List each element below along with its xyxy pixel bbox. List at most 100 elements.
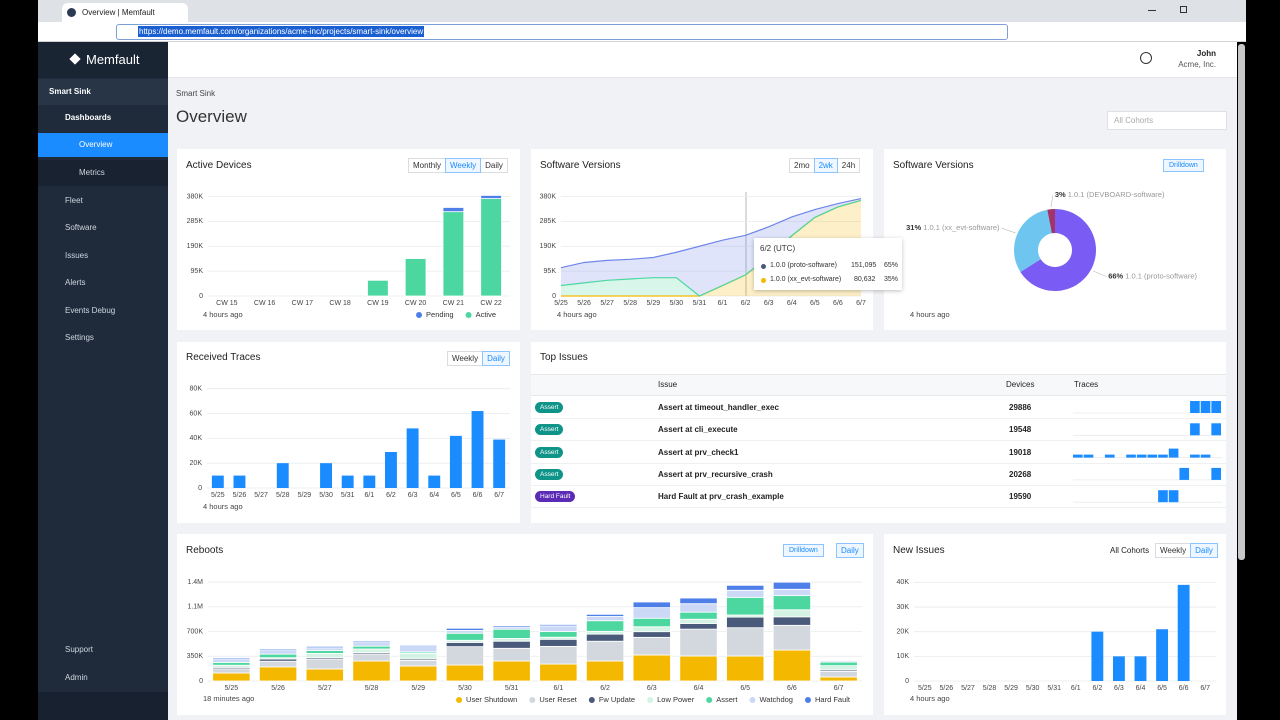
bar [428, 476, 440, 488]
x-tick-label: 6/3 [764, 300, 774, 307]
tooltip-value: 80,632 [854, 276, 875, 283]
slice-value: 31% [906, 223, 921, 232]
y-tick-label: 380K [540, 193, 557, 200]
y-tick-label: 10K [897, 653, 910, 660]
y-tick-label: 95K [191, 268, 204, 275]
bar [306, 646, 343, 647]
bar [481, 199, 502, 296]
x-tick-label: 6/4 [787, 300, 797, 307]
trace-bar [1190, 401, 1200, 413]
bar [400, 653, 437, 659]
y-tick-label: 60K [190, 410, 203, 417]
tooltip-share: 65% [884, 262, 898, 269]
bar [353, 641, 390, 642]
x-tick-label: CW 19 [367, 300, 389, 307]
bar [1113, 656, 1125, 681]
bar [540, 626, 577, 632]
x-tick-label: 5/31 [341, 492, 355, 499]
trace-bar [1126, 455, 1136, 458]
bar [353, 661, 390, 681]
bar [820, 660, 857, 661]
tooltip-value: 151,095 [851, 262, 876, 269]
bar [727, 628, 764, 656]
bar [493, 641, 530, 648]
bar [773, 582, 810, 589]
bar [400, 666, 437, 681]
bar [367, 280, 388, 296]
x-tick-label: CW 15 [216, 300, 238, 307]
x-tick-label: 6/7 [856, 300, 866, 307]
y-tick-label: 1.1M [187, 604, 203, 611]
x-tick-label: 6/2 [600, 685, 610, 692]
x-tick-label: 5/26 [577, 300, 591, 307]
trace-bar [1211, 468, 1221, 480]
bar [820, 677, 857, 681]
trace-bar [1169, 490, 1179, 502]
bar [540, 624, 577, 625]
bar [363, 476, 375, 488]
tooltip-series: 1.0.0 (proto-software) [770, 262, 837, 269]
y-tick-label: 40K [897, 579, 910, 586]
bar [680, 598, 717, 604]
y-tick-label: 350K [187, 653, 204, 660]
bar [446, 665, 483, 681]
bar [633, 655, 670, 681]
bar [493, 440, 505, 488]
slice-value: 66% [1108, 271, 1123, 280]
bar [353, 646, 390, 649]
trace-bar [1148, 455, 1158, 458]
x-tick-label: 5/28 [983, 685, 997, 692]
legend-label: Low Power [657, 695, 695, 704]
bar [443, 212, 464, 296]
trace-bar [1158, 490, 1168, 502]
y-tick-label: 20K [190, 460, 203, 467]
x-tick-label: 5/29 [646, 300, 660, 307]
bar [586, 631, 623, 634]
bar [400, 644, 437, 645]
bar [633, 618, 670, 626]
bar [259, 661, 296, 667]
x-tick-label: 6/6 [1179, 685, 1189, 692]
x-tick-label: 5/31 [505, 685, 519, 692]
bar [773, 617, 810, 625]
trace-bar [1201, 401, 1211, 413]
bar [405, 259, 426, 296]
x-tick-label: 5/27 [254, 492, 268, 499]
x-tick-label: CW 17 [292, 300, 314, 307]
bar [493, 661, 530, 681]
slice-label: 3% 1.0.1 (DEVBOARD-software) [1055, 190, 1165, 199]
trace-bar [1211, 401, 1221, 413]
bar [407, 428, 419, 488]
tooltip-series: 1.0.0 (xx_evt-software) [770, 276, 841, 283]
bar [213, 662, 250, 665]
x-tick-label: 5/29 [298, 492, 312, 499]
trace-bar [1169, 449, 1179, 458]
x-tick-label: 5/30 [458, 685, 472, 692]
x-tick-label: 5/28 [365, 685, 379, 692]
bar [213, 658, 250, 659]
bar [306, 651, 343, 654]
x-tick-label: 5/26 [233, 492, 247, 499]
x-tick-label: 6/5 [1157, 685, 1167, 692]
bar [212, 476, 224, 488]
bar [446, 630, 483, 633]
trace-bar [1201, 455, 1211, 458]
bar [353, 654, 390, 661]
bar [443, 207, 464, 211]
x-tick-label: 5/26 [271, 685, 285, 692]
legend-swatch [416, 312, 422, 318]
x-tick-label: 6/7 [834, 685, 844, 692]
y-tick-label: 0 [199, 678, 203, 685]
bar [540, 632, 577, 638]
trace-bar [1179, 468, 1189, 480]
bar [586, 634, 623, 641]
x-tick-label: 6/3 [647, 685, 657, 692]
bar [446, 628, 483, 630]
x-tick-label: CW 21 [443, 300, 465, 307]
y-tick-label: 190K [187, 243, 204, 250]
y-tick-label: 380K [187, 193, 204, 200]
bar [586, 614, 623, 616]
bar [320, 463, 332, 488]
bar [680, 619, 717, 623]
